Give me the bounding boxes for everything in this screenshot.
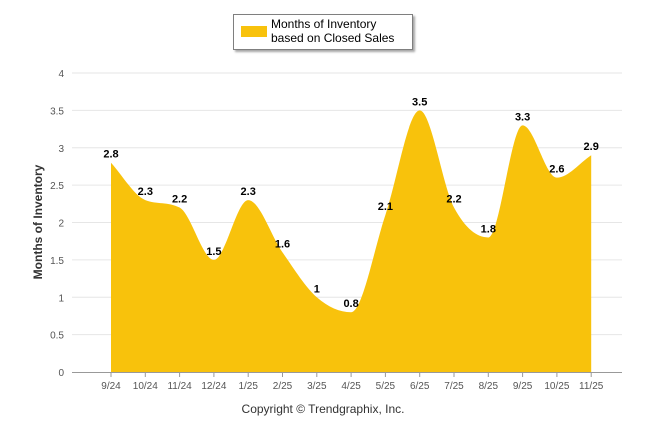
data-label: 2.6	[549, 164, 564, 176]
y-tick-label: 0.5	[50, 331, 64, 342]
y-tick-label: 1	[58, 293, 64, 304]
y-tick-label: 1.5	[50, 256, 64, 267]
copyright-text: Copyright © Trendgraphix, Inc.	[241, 402, 405, 416]
x-tick-label: 9/25	[513, 381, 533, 392]
data-label: 0.8	[343, 298, 358, 310]
data-label: 2.3	[138, 186, 153, 198]
x-tick-label: 7/25	[444, 381, 464, 392]
x-tick-label: 4/25	[341, 381, 361, 392]
x-axis-ticks: 9/24 10/24 11/24 12/24 1/25 2/25 3/25 4/25 5/25 6…	[101, 372, 604, 392]
y-tick-label: 0	[58, 368, 64, 379]
y-axis-title: Months of Inventory	[31, 164, 45, 280]
y-tick-label: 2.5	[50, 181, 64, 192]
data-label: 2.2	[446, 194, 461, 206]
legend-label: Months of Inventory based on Closed Sale…	[271, 17, 395, 45]
x-tick-label: 10/25	[544, 381, 569, 392]
x-tick-label: 10/24	[133, 381, 158, 392]
data-label: 1.6	[275, 238, 290, 250]
x-tick-label: 8/25	[479, 381, 499, 392]
data-label: 2.1	[378, 201, 393, 213]
data-label: 1	[314, 283, 320, 295]
x-tick-label: 3/25	[307, 381, 327, 392]
data-label: 1.5	[206, 246, 221, 258]
y-tick-label: 3.5	[50, 106, 64, 117]
data-label: 2.8	[103, 149, 118, 161]
legend[interactable]: Months of Inventory based on Closed Sale…	[233, 14, 413, 50]
data-label: 2.9	[584, 141, 599, 153]
y-tick-label: 2	[58, 219, 64, 230]
x-tick-label: 5/25	[376, 381, 396, 392]
data-label: 3.5	[412, 96, 427, 108]
data-label: 2.2	[172, 194, 187, 206]
legend-swatch	[241, 26, 267, 37]
x-tick-label: 2/25	[273, 381, 293, 392]
x-tick-label: 9/24	[101, 381, 121, 392]
y-tick-label: 4	[58, 69, 64, 80]
x-tick-label: 11/24	[167, 381, 192, 392]
y-axis-ticks: 0 0.5 1 1.5 2 2.5 3 3.5 4	[50, 69, 64, 379]
y-tick-label: 3	[58, 144, 64, 155]
data-label: 1.8	[481, 223, 496, 235]
data-labels: 2.8 2.3 2.2 1.5 2.3 1.6 1 0.8 2.1 3.5 2.2 1.8 3.3 2.6…	[103, 96, 598, 310]
x-tick-label: 11/25	[579, 381, 604, 392]
data-label: 3.3	[515, 111, 530, 123]
series-area	[111, 110, 592, 372]
x-tick-label: 12/24	[201, 381, 226, 392]
x-tick-label: 6/25	[410, 381, 430, 392]
x-tick-label: 1/25	[238, 381, 258, 392]
data-label: 2.3	[241, 186, 256, 198]
